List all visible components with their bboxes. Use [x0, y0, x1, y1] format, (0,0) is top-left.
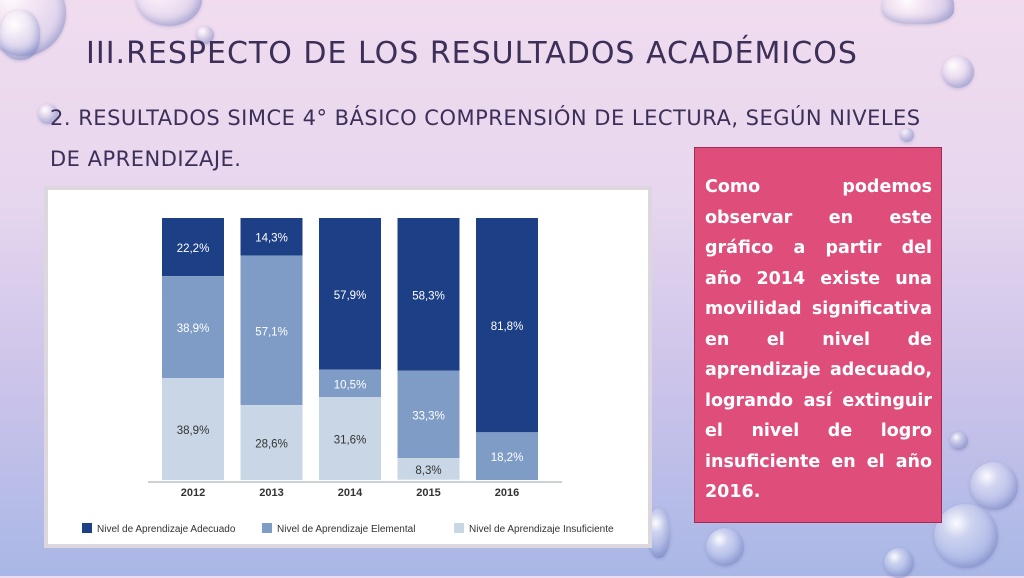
decorative-bubble — [882, 0, 954, 24]
data-label-adecuado-2014: 57,9% — [334, 290, 367, 302]
bar-adecuado-2012 — [162, 218, 224, 277]
bar-insuficiente-2015 — [397, 457, 460, 480]
decorative-bubble — [934, 504, 998, 568]
data-label-insuficiente-2015: 8,3% — [415, 465, 441, 477]
data-label-adecuado-2013: 14,3% — [255, 233, 288, 245]
chart-panel: 22,2% 38,9% 38,9% 2012 14,3% 57,1% 28,6% 2013 57… — [44, 186, 652, 548]
decorative-bubble — [900, 128, 914, 142]
data-label-adecuado-2016: 81,8% — [491, 321, 524, 333]
legend-label-adecuado: Nivel de Aprendizaje Adecuado — [97, 524, 236, 535]
bar-adecuado-2013 — [240, 218, 303, 256]
bar-elemental-2016 — [476, 432, 538, 480]
data-label-elemental-2015: 33,3% — [412, 410, 445, 422]
data-label-elemental-2012: 38,9% — [177, 323, 210, 335]
x-tick-label-2016: 2016 — [495, 487, 519, 499]
stacked-bar-chart: 22,2% 38,9% 38,9% 2012 14,3% 57,1% 28,6% 2013 57… — [82, 218, 614, 535]
bar-elemental-2015 — [397, 370, 460, 458]
x-tick-label-2012: 2012 — [181, 487, 205, 499]
legend-swatch-elemental — [262, 523, 272, 533]
x-tick-label-2013: 2013 — [259, 487, 283, 499]
decorative-bubble — [706, 528, 744, 566]
decorative-bubble — [648, 508, 670, 558]
legend-label-insuficiente: Nivel de Aprendizaje Insuficiente — [469, 524, 614, 535]
data-label-elemental-2016: 18,2% — [491, 452, 524, 464]
data-label-elemental-2013: 57,1% — [255, 326, 288, 338]
decorative-bubble — [970, 462, 1018, 510]
slide-subtitle: 2. RESULTADOS SIMCE 4° BÁSICO COMPRENSIÓ… — [50, 106, 921, 171]
bar-insuficiente-2014 — [319, 397, 381, 480]
callout-text: Como podemos observar en este gráfico a … — [705, 177, 932, 502]
bar-adecuado-2016 — [476, 218, 538, 433]
slide-title: III.RESPECTO DE LOS RESULTADOS ACADÉMICO… — [86, 36, 858, 71]
data-label-insuficiente-2014: 31,6% — [334, 435, 367, 447]
decorative-bubble — [0, 10, 40, 60]
callout-box: Como podemos observar en este gráfico a … — [694, 147, 942, 523]
bar-elemental-2012 — [162, 276, 224, 379]
decorative-bubble — [942, 56, 974, 88]
bar-insuficiente-2012 — [162, 378, 224, 480]
decorative-bubble — [38, 104, 58, 124]
bar-elemental-2014 — [319, 369, 381, 398]
bar-adecuado-2015 — [397, 218, 460, 371]
bar-adecuado-2014 — [319, 218, 381, 370]
legend-label-elemental: Nivel de Aprendizaje Elemental — [277, 524, 415, 535]
x-tick-label-2014: 2014 — [338, 487, 363, 499]
decorative-bubble — [884, 548, 914, 578]
legend-swatch-insuficiente — [454, 523, 464, 533]
bar-elemental-2013 — [240, 255, 303, 406]
data-label-adecuado-2015: 58,3% — [412, 290, 445, 302]
x-tick-label-2015: 2015 — [416, 487, 440, 499]
data-label-insuficiente-2012: 38,9% — [177, 425, 210, 437]
decorative-bubble — [950, 432, 968, 450]
decorative-bubble — [196, 26, 214, 44]
data-label-insuficiente-2013: 28,6% — [255, 439, 288, 451]
data-label-adecuado-2012: 22,2% — [177, 243, 210, 255]
data-label-elemental-2014: 10,5% — [334, 379, 367, 391]
decorative-bubble — [136, 0, 202, 26]
bar-insuficiente-2013 — [240, 405, 303, 480]
legend-swatch-adecuado — [82, 523, 92, 533]
